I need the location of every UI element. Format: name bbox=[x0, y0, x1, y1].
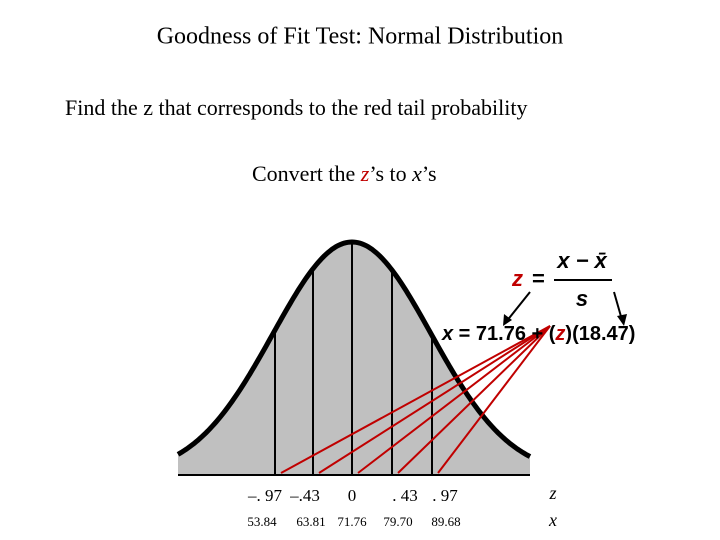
step-text: Find the z that corresponds to the red t… bbox=[65, 95, 528, 120]
pointer bbox=[397, 325, 551, 474]
curve bbox=[176, 239, 532, 459]
text: z bbox=[360, 161, 370, 186]
arrow-head bbox=[503, 314, 512, 326]
formula-numerator: x − x̄ bbox=[556, 248, 607, 273]
title: Goodness of Fit Test: Normal Distributio… bbox=[157, 24, 564, 50]
z-value: –.43 bbox=[289, 486, 320, 505]
text: ’s bbox=[422, 161, 437, 186]
curve-area bbox=[178, 242, 530, 475]
x-value: 79.70 bbox=[383, 514, 412, 529]
text: x bbox=[411, 161, 422, 186]
z-axis-label: z bbox=[548, 483, 556, 503]
arrow-head bbox=[617, 314, 627, 326]
pointer bbox=[437, 325, 551, 474]
arrow bbox=[505, 291, 531, 323]
normal-curve-group bbox=[176, 239, 551, 476]
step-text: Convert the z’s to x’s bbox=[252, 161, 437, 186]
pointer bbox=[280, 325, 551, 474]
formula-z: z bbox=[511, 266, 523, 291]
formula-denominator: s bbox=[576, 286, 588, 311]
x-value: 71.76 bbox=[337, 514, 367, 529]
text: )(18.47) bbox=[565, 323, 635, 345]
z-value: 0 bbox=[348, 486, 357, 505]
z-value: . 97 bbox=[432, 486, 458, 505]
text: x bbox=[441, 323, 454, 345]
text: Convert the bbox=[252, 161, 361, 186]
pointer bbox=[357, 325, 551, 474]
x-value: 63.81 bbox=[296, 514, 325, 529]
text: ’s to bbox=[369, 161, 412, 186]
x-value: 53.84 bbox=[247, 514, 277, 529]
formula: x = 71.76 + (z)(18.47) bbox=[441, 323, 635, 345]
formula-eq: = bbox=[532, 266, 545, 291]
z-value: . 43 bbox=[392, 486, 418, 505]
text: z bbox=[554, 323, 565, 345]
x-value: 89.68 bbox=[431, 514, 460, 529]
z-value: –. 97 bbox=[247, 486, 283, 505]
text: = 71.76 + ( bbox=[453, 323, 556, 345]
x-axis-label: x bbox=[548, 510, 557, 530]
pointer bbox=[318, 325, 551, 474]
